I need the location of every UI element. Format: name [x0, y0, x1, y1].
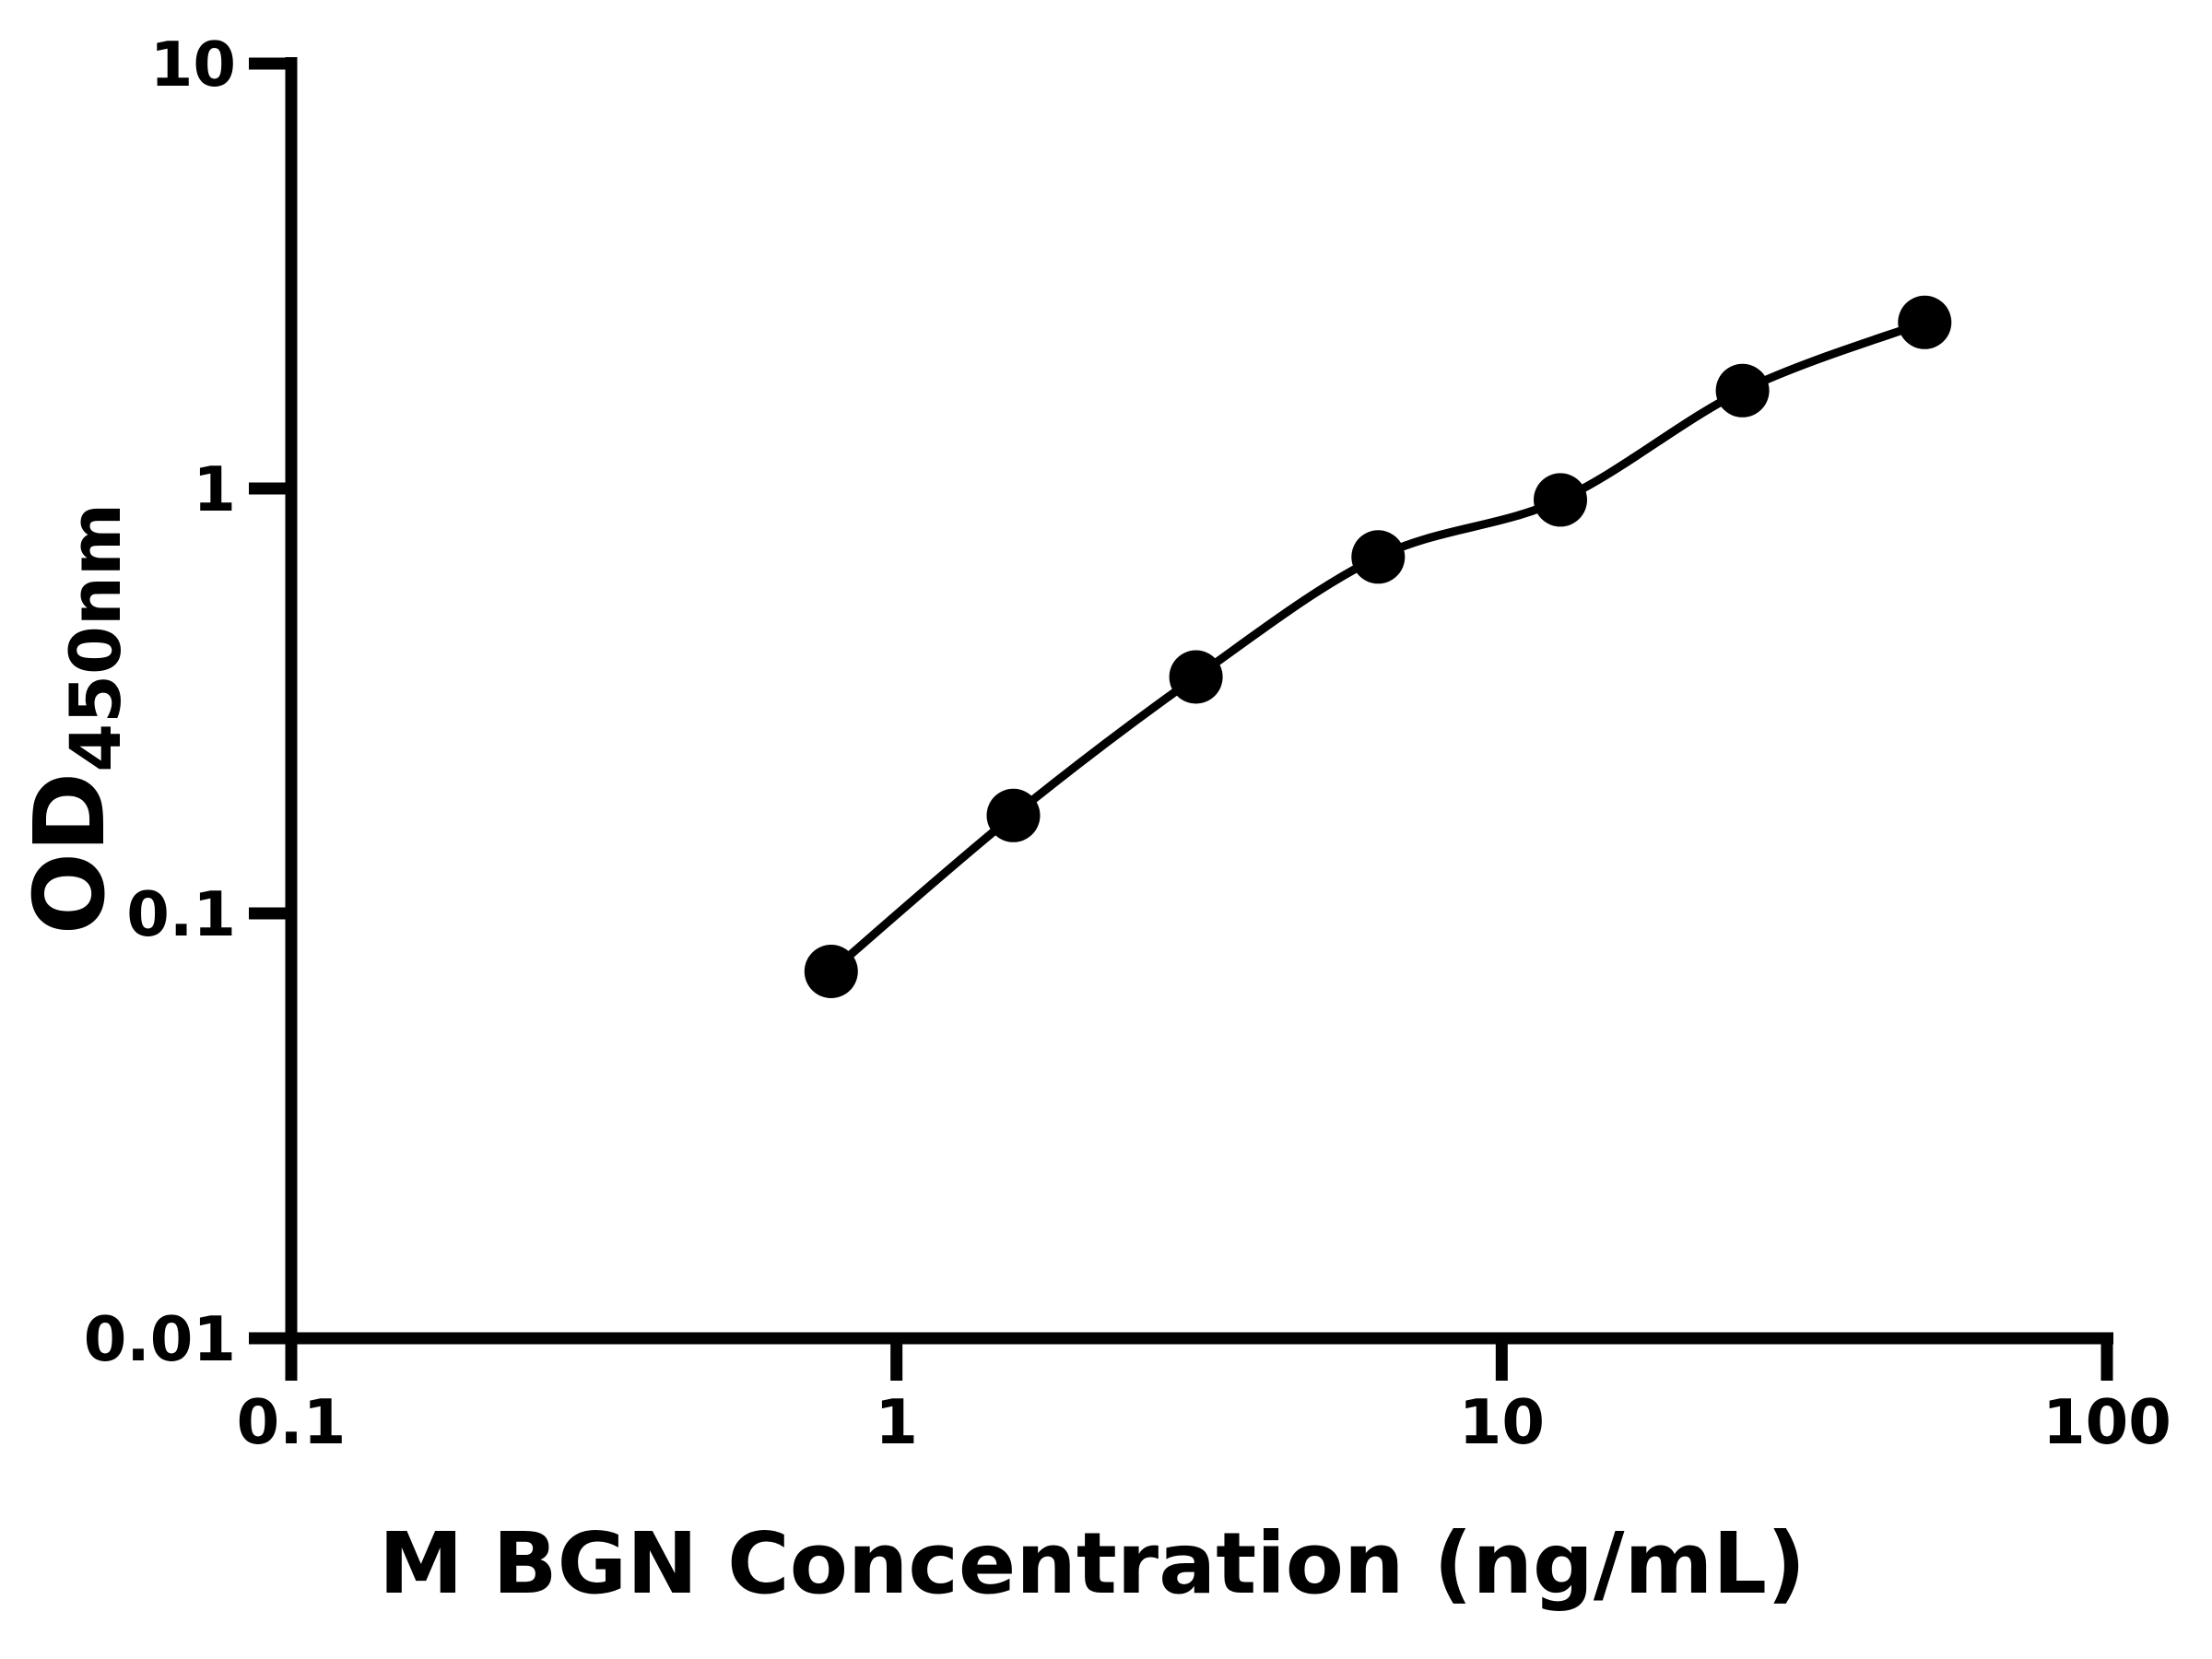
- y-tick-label: 0.01: [84, 1303, 236, 1375]
- x-axis-title: M BGN Concentration (ng/mL): [379, 1514, 1806, 1613]
- data-layer: [804, 295, 1952, 998]
- data-point-marker: [1351, 530, 1406, 584]
- x-tick-label: 1: [875, 1386, 918, 1458]
- y-axis-title: OD450nm: [14, 503, 136, 935]
- data-point-marker: [1898, 295, 1952, 349]
- y-tick-label: 0.1: [126, 878, 236, 950]
- y-axis-title-main: OD: [14, 772, 126, 935]
- x-tick-label: 10: [1459, 1386, 1545, 1458]
- y-tick-label: 10: [150, 29, 236, 100]
- data-point-marker: [804, 945, 858, 998]
- x-tick-label: 0.1: [237, 1386, 347, 1458]
- data-point-marker: [1715, 363, 1770, 418]
- fit-curve: [828, 318, 1926, 975]
- data-point-marker: [1534, 473, 1587, 527]
- x-tick-label: 100: [2042, 1386, 2171, 1458]
- data-point-marker: [986, 788, 1041, 842]
- y-tick-label: 1: [193, 453, 236, 525]
- data-point-marker: [1169, 650, 1223, 704]
- y-axis-title-subscript: 450nm: [54, 503, 136, 772]
